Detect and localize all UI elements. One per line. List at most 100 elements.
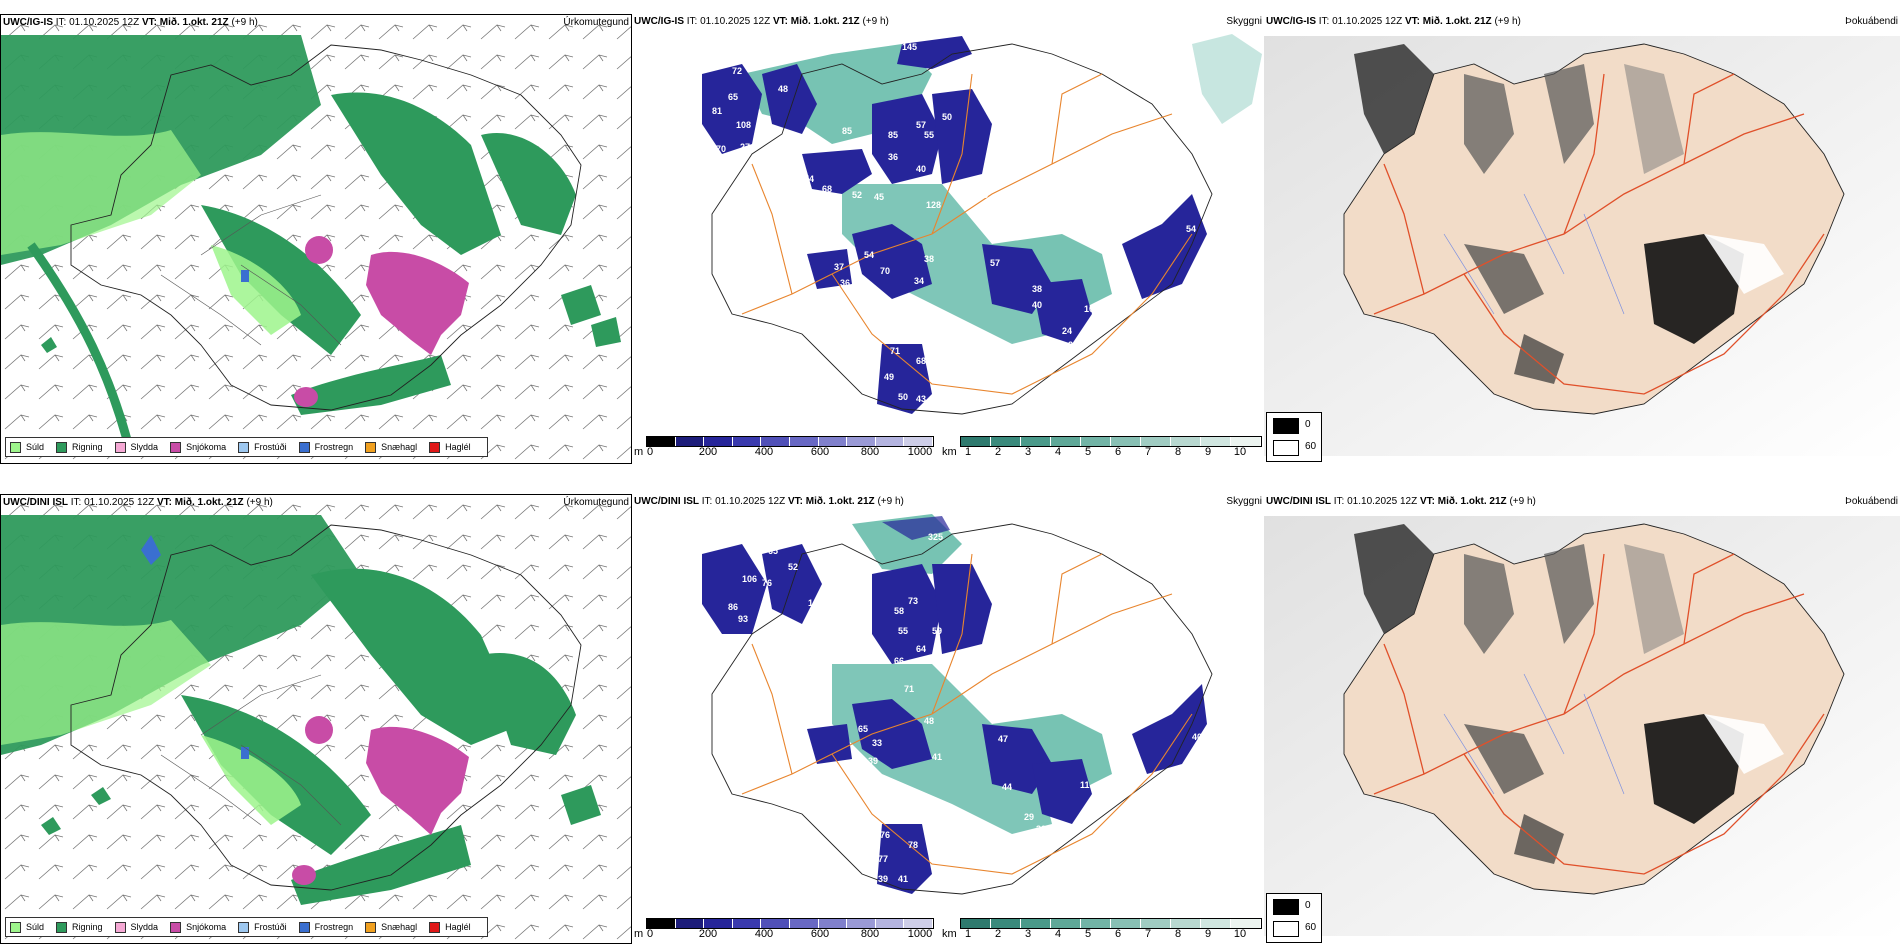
legend-item: Frostúði (238, 441, 287, 453)
visibility-value-label: 72 (732, 66, 743, 76)
fog-indicator-panel-bottom: UWC/DINI ISL IT: 01.10.2025 12Z VT: Mið.… (1264, 494, 1900, 944)
legend-item: Rigning (56, 921, 103, 933)
visibility-value-label: 55 (924, 130, 935, 140)
visibility-value-label: 61 (1014, 224, 1025, 234)
visibility-value-label: 106 (742, 574, 758, 584)
precip-type-map (1, 495, 631, 943)
visibility-panel-top: UWC/IG-IS IT: 01.10.2025 12Z VT: Mið. 1.… (632, 14, 1264, 464)
visibility-value-label: 30 (1036, 824, 1047, 834)
row2-vis-header: UWC/DINI ISL IT: 01.10.2025 12Z VT: Mið.… (634, 496, 904, 507)
visibility-value-label: 108 (736, 120, 752, 130)
legend-item: Snjókoma (170, 921, 226, 933)
visibility-value-label: 40 (1032, 300, 1043, 310)
visibility-m-colorbar: m 0 200 400 600 800 1000 (634, 918, 934, 942)
visibility-map (702, 514, 1213, 895)
visibility-value-label: 39 (878, 874, 889, 884)
fog-indicator-legend-bottom: 0 60 (1266, 893, 1322, 943)
row2-fog-header: UWC/DINI ISL IT: 01.10.2025 12Z VT: Mið.… (1266, 496, 1536, 507)
visibility-value-label: 47 (998, 734, 1009, 744)
precip-type-panel-top: UWC/IG-IS IT: 01.10.2025 12Z VT: Mið. 1.… (0, 14, 632, 464)
row1-fog-header: UWC/IG-IS IT: 01.10.2025 12Z VT: Mið. 1.… (1266, 16, 1521, 27)
legend-item: Snjókoma (170, 441, 226, 453)
model-label: UWC/DINI ISL (634, 496, 699, 507)
it-value: 01.10.2025 12Z (69, 17, 140, 28)
visibility-value-label: 50 (942, 112, 953, 122)
visibility-value-label: 59 (932, 626, 943, 636)
visibility-value-label: 145 (808, 598, 824, 608)
visibility-value-label: 41 (898, 874, 909, 884)
visibility-value-label: 57 (916, 120, 927, 130)
precip-legend: Súld Rigning Slydda Snjókoma Frostúði Fr… (5, 917, 488, 937)
visibility-value-label: 39 (868, 756, 879, 766)
visibility-value-label: 341 (900, 810, 916, 820)
visibility-value-label: 86 (998, 190, 1009, 200)
row1-precip-header: UWC/IG-IS IT: 01.10.2025 12Z VT: Mið. 1.… (3, 17, 258, 28)
visibility-value-label: 29 (1024, 812, 1035, 822)
visibility-value-label: 65 (728, 92, 739, 102)
fog-indicator-map (1264, 516, 1900, 936)
fog-indicator-legend-top: 0 60 (1266, 412, 1322, 462)
legend-item: Haglél (429, 441, 471, 453)
precip-legend: Súld Rigning Slydda Snjókoma Frostúði Fr… (5, 437, 488, 457)
row2-precip-header: UWC/DINI ISL IT: 01.10.2025 12Z VT: Mið.… (3, 497, 273, 508)
legend-item: Súld (10, 921, 44, 933)
visibility-value-label: 68 (822, 184, 833, 194)
legend-item: Haglél (429, 921, 471, 933)
visibility-value-label: 70 (880, 266, 891, 276)
fog-indicator-map (1264, 36, 1900, 456)
visibility-value-label: 44 (1002, 782, 1013, 792)
visibility-value-label: 85 (842, 126, 853, 136)
visibility-value-label: 325 (928, 532, 944, 542)
visibility-value-label: 73 (908, 596, 919, 606)
vt-value: Mið. 1.okt. 21Z (159, 17, 229, 28)
visibility-value-label: 36 (888, 152, 899, 162)
visibility-value-label: 11 (1080, 780, 1090, 790)
visibility-value-label: 49 (1152, 296, 1163, 306)
legend-item: Frostúði (238, 921, 287, 933)
visibility-value-label: 81 (712, 106, 723, 116)
fog-indicator-panel-top: UWC/IG-IS IT: 01.10.2025 12Z VT: Mið. 1.… (1264, 14, 1900, 464)
visibility-value-label: 145 (902, 42, 918, 52)
visibility-value-label: 65 (768, 546, 779, 556)
visibility-km-colorbar: km 1 2 3 4 5 6 7 8 9 10 (942, 436, 1262, 460)
visibility-value-label: 45 (874, 192, 885, 202)
model-label: UWC/IG-IS (3, 17, 53, 28)
visibility-value-label: 50 (898, 392, 909, 402)
panel-title: Þokuábendi (1845, 496, 1898, 507)
visibility-value-label: 108 (1084, 304, 1100, 314)
model-label: UWC/DINI ISL (1266, 496, 1331, 507)
visibility-value-label: 77 (878, 854, 889, 864)
legend-item: Snæhagl (365, 921, 417, 933)
visibility-value-label: 43 (984, 662, 995, 672)
visibility-value-label: 68 (916, 356, 927, 366)
visibility-value-label: 78 (908, 840, 919, 850)
legend-item: Frostregn (298, 441, 353, 453)
it-label: IT: (55, 17, 67, 28)
visibility-value-label: 27 (740, 142, 751, 152)
legend-item: Frostregn (298, 921, 353, 933)
visibility-value-label: 24 (1062, 326, 1073, 336)
visibility-value-label: 128 (926, 200, 942, 210)
visibility-value-label: 64 (916, 644, 927, 654)
visibility-value-label: 66 (894, 656, 905, 666)
panel-title: Þokuábendi (1845, 16, 1898, 27)
legend-item: Súld (10, 441, 44, 453)
visibility-value-label: 41 (932, 752, 943, 762)
visibility-value-label: 48 (778, 84, 789, 94)
visibility-value-label: 85 (888, 130, 899, 140)
visibility-value-label: 70 (716, 144, 727, 154)
row1-vis-header: UWC/IG-IS IT: 01.10.2025 12Z VT: Mið. 1.… (634, 16, 889, 27)
visibility-map (702, 34, 1262, 415)
visibility-value-label: 76 (880, 830, 891, 840)
legend-item: Slydda (114, 921, 158, 933)
panel-title: Skyggni (1226, 496, 1262, 507)
visibility-value-label: 57 (990, 258, 1001, 268)
visibility-value-label: 52 (852, 190, 863, 200)
legend-item: Rigning (56, 441, 103, 453)
visibility-value-label: 34 (914, 276, 925, 286)
visibility-value-label: 76 (762, 578, 773, 588)
visibility-panel-bottom: UWC/DINI ISL IT: 01.10.2025 12Z VT: Mið.… (632, 494, 1264, 944)
visibility-value-label: 40 (916, 164, 927, 174)
visibility-value-label: 65 (858, 724, 869, 734)
visibility-m-colorbar: m 0 200 400 600 800 1000 (634, 436, 934, 460)
